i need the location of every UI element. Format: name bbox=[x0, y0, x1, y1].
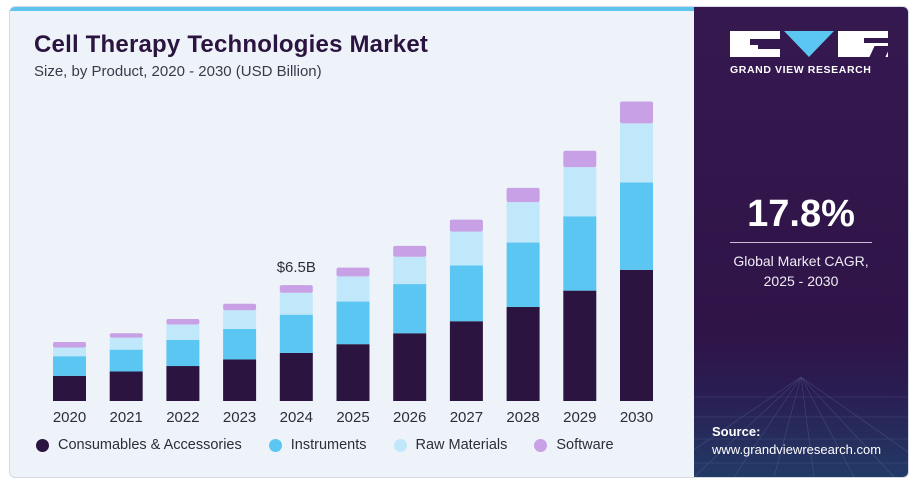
bar-segment-2027-1 bbox=[449, 265, 483, 322]
bar-segment-2026-3 bbox=[393, 245, 427, 257]
chart-subtitle: Size, by Product, 2020 - 2030 (USD Billi… bbox=[34, 63, 322, 80]
logo-mark bbox=[730, 31, 894, 57]
bar-segment-2024-2 bbox=[279, 292, 313, 315]
bar-segment-2020-0 bbox=[53, 375, 86, 401]
stacked-bar-chart: 2020 2021 2022 2023 2024 $6.5B 2025 2026 2027 202… bbox=[53, 101, 653, 426]
cagr-divider bbox=[730, 242, 872, 243]
legend-swatch-software bbox=[534, 438, 548, 452]
bar-segment-2022-2 bbox=[166, 324, 200, 340]
bar-segment-2024-3 bbox=[279, 285, 313, 293]
x-tick-label: 2026 bbox=[393, 409, 426, 426]
bar-segment-2028-2 bbox=[506, 202, 540, 243]
source-block: Source: www.grandviewresearch.com bbox=[712, 423, 881, 459]
x-tick-label: 2023 bbox=[223, 409, 256, 426]
bar-segment-2024-1 bbox=[279, 314, 313, 353]
bar-segment-2024-0 bbox=[279, 352, 313, 401]
chart-panel: Cell Therapy Technologies Market Size, b… bbox=[10, 7, 694, 477]
legend-label: Software bbox=[556, 437, 614, 453]
bar-segment-2027-0 bbox=[449, 321, 483, 401]
bar-segment-2029-1 bbox=[563, 216, 597, 291]
legend-swatch-instruments bbox=[268, 438, 282, 452]
decorative-grid bbox=[694, 376, 908, 477]
bar-segment-2023-1 bbox=[223, 328, 257, 360]
x-tick-label: 2029 bbox=[563, 409, 596, 426]
bar-segment-2027-3 bbox=[449, 219, 483, 232]
legend-item-instruments: Instruments bbox=[268, 437, 367, 453]
bar-segment-2026-2 bbox=[393, 256, 427, 285]
legend-label: Consumables & Accessories bbox=[58, 437, 242, 453]
bar-segment-2029-3 bbox=[563, 150, 597, 168]
legend-swatch-consumables bbox=[36, 438, 49, 452]
bar-segment-2030-1 bbox=[620, 182, 653, 270]
x-tick-label: 2024 bbox=[280, 409, 313, 426]
bar-segment-2023-3 bbox=[223, 303, 257, 311]
legend-item-consumables: Consumables & Accessories bbox=[36, 437, 242, 453]
legend-item-raw-materials: Raw Materials bbox=[393, 437, 508, 453]
x-tick-label: 2021 bbox=[110, 409, 143, 426]
logo-block-r bbox=[838, 31, 891, 57]
bar-segment-2020-3 bbox=[53, 341, 86, 348]
bar-segment-2030-0 bbox=[620, 269, 653, 401]
chart-legend: Consumables & Accessories Instruments Ra… bbox=[36, 437, 641, 453]
source-label: Source: bbox=[712, 424, 761, 439]
bar-segment-2025-0 bbox=[336, 344, 370, 401]
bar-segment-2021-0 bbox=[109, 371, 143, 401]
legend-label: Instruments bbox=[290, 437, 367, 453]
bar-segment-2022-0 bbox=[166, 366, 200, 401]
bar-segment-2020-1 bbox=[53, 356, 86, 376]
bar-segment-2030-2 bbox=[620, 123, 653, 183]
chart-title: Cell Therapy Technologies Market bbox=[34, 31, 429, 58]
logo-chevron-icon bbox=[784, 31, 834, 57]
legend-swatch-raw-materials bbox=[393, 438, 407, 452]
source-url[interactable]: www.grandviewresearch.com bbox=[712, 442, 882, 457]
bar-segment-2030-3 bbox=[620, 101, 653, 124]
info-panel: GRAND VIEW RESEARCH 17.8% Global Market … bbox=[694, 7, 908, 477]
bar-segment-2026-0 bbox=[393, 333, 427, 401]
cagr-label-line1: Global Market CAGR, bbox=[733, 253, 869, 269]
bar-segment-2028-0 bbox=[506, 307, 540, 401]
bar-segment-2029-2 bbox=[563, 167, 597, 217]
x-tick-label: 2027 bbox=[450, 409, 483, 426]
x-tick-label: 2030 bbox=[620, 409, 653, 426]
bar-segment-2028-3 bbox=[506, 187, 540, 203]
bar-segment-2023-2 bbox=[223, 310, 257, 329]
x-tick-label: 2025 bbox=[336, 409, 369, 426]
legend-item-software: Software bbox=[534, 437, 614, 453]
infographic-card: Cell Therapy Technologies Market Size, b… bbox=[9, 6, 909, 478]
logo-block-g bbox=[730, 31, 780, 57]
bar-segment-2023-0 bbox=[223, 359, 257, 401]
bar-segment-2026-1 bbox=[393, 284, 427, 334]
x-tick-label: 2022 bbox=[166, 409, 199, 426]
bar-segment-2025-1 bbox=[336, 301, 370, 345]
cagr-label-line2: 2025 - 2030 bbox=[763, 273, 839, 289]
x-tick-label: 2028 bbox=[506, 409, 539, 426]
bar-segment-2025-2 bbox=[336, 276, 370, 302]
bar-segment-2022-1 bbox=[166, 339, 200, 367]
bar-segment-2021-3 bbox=[109, 333, 143, 338]
bar-segment-2029-0 bbox=[563, 290, 597, 401]
bar-segment-2020-2 bbox=[53, 347, 86, 357]
cagr-block: 17.8% Global Market CAGR, 2025 - 2030 bbox=[694, 193, 908, 291]
bar-segment-2022-3 bbox=[166, 319, 200, 325]
bar-segment-2028-1 bbox=[506, 242, 540, 308]
bar-segment-2025-3 bbox=[336, 267, 370, 277]
bar-segment-2027-2 bbox=[449, 231, 483, 266]
logo-block-v bbox=[784, 31, 834, 57]
bar-segment-2021-1 bbox=[109, 349, 143, 372]
brand-logo: GRAND VIEW RESEARCH bbox=[730, 31, 894, 91]
logo-text: GRAND VIEW RESEARCH bbox=[730, 64, 872, 76]
bar-segment-2021-2 bbox=[109, 337, 143, 350]
legend-label: Raw Materials bbox=[415, 437, 508, 453]
data-label-2024: $6.5B bbox=[277, 259, 316, 276]
accent-line bbox=[10, 7, 694, 11]
cagr-value: 17.8% bbox=[747, 193, 855, 235]
x-tick-label: 2020 bbox=[53, 409, 86, 426]
